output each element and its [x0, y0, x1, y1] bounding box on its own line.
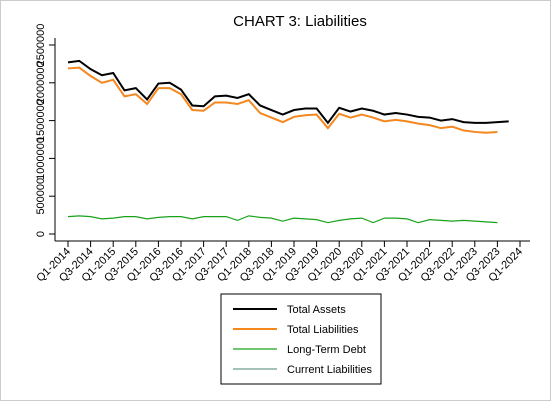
y-tick-label: 500000 [35, 178, 47, 215]
line-series [67, 59, 509, 125]
y-tick-label: 2000000 [35, 61, 47, 104]
line-series [67, 215, 498, 224]
y-tick-label: 0 [35, 231, 47, 237]
legend-label: Total Liabilities [287, 324, 359, 336]
chart-title: CHART 3: Liabilities [233, 13, 367, 30]
y-tick-label: 1500000 [35, 99, 47, 142]
legend-label: Total Assets [287, 304, 346, 316]
y-tick-label: 2500000 [35, 24, 47, 67]
legend-label: Current Liabilities [287, 364, 372, 376]
y-tick-label: 1000000 [35, 137, 47, 180]
legend-label: Long-Term Debt [287, 344, 366, 356]
line-series [67, 66, 498, 134]
